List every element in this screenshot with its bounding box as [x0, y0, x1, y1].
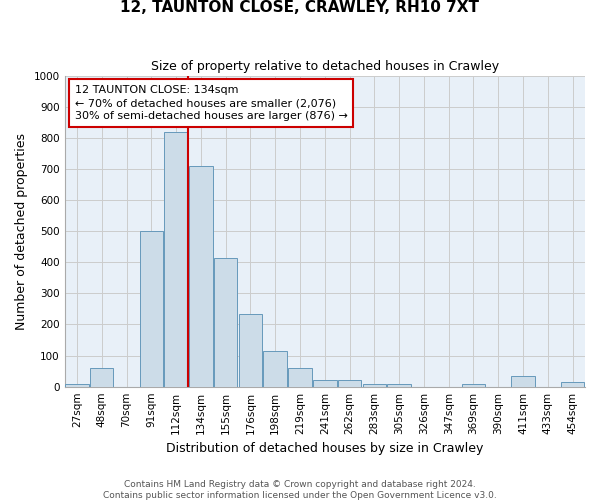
Title: Size of property relative to detached houses in Crawley: Size of property relative to detached ho…	[151, 60, 499, 73]
Bar	[362, 384, 386, 386]
Bar	[561, 382, 584, 386]
X-axis label: Distribution of detached houses by size in Crawley: Distribution of detached houses by size …	[166, 442, 484, 455]
Text: Contains HM Land Registry data © Crown copyright and database right 2024.
Contai: Contains HM Land Registry data © Crown c…	[103, 480, 497, 500]
Bar	[164, 132, 188, 386]
Text: 12, TAUNTON CLOSE, CRAWLEY, RH10 7XT: 12, TAUNTON CLOSE, CRAWLEY, RH10 7XT	[121, 0, 479, 15]
Bar	[288, 368, 312, 386]
Bar	[313, 380, 337, 386]
Bar	[263, 351, 287, 386]
Text: 12 TAUNTON CLOSE: 134sqm
← 70% of detached houses are smaller (2,076)
30% of sem: 12 TAUNTON CLOSE: 134sqm ← 70% of detach…	[75, 85, 348, 122]
Bar	[338, 380, 361, 386]
Bar	[239, 314, 262, 386]
Bar	[462, 384, 485, 386]
Y-axis label: Number of detached properties: Number of detached properties	[15, 132, 28, 330]
Bar	[189, 166, 212, 386]
Bar	[140, 231, 163, 386]
Bar	[65, 384, 89, 386]
Bar	[90, 368, 113, 386]
Bar	[511, 376, 535, 386]
Bar	[214, 258, 238, 386]
Bar	[388, 384, 411, 386]
